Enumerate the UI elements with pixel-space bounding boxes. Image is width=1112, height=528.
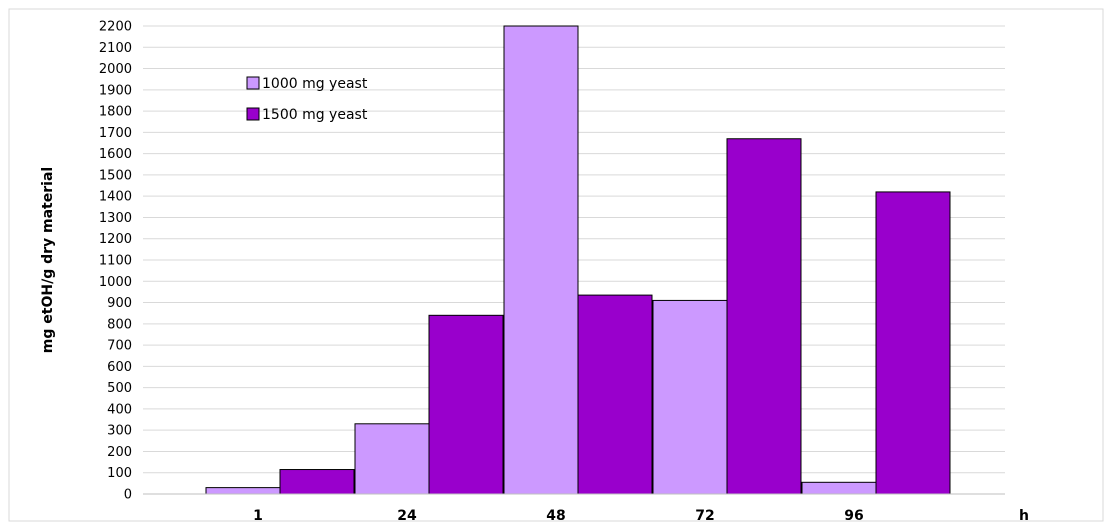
y-tick-labels: 0 100 200 300 400 500 600 700 800 900 1000 1100 1200… xyxy=(99,20,132,503)
y-tick-label: 1100 xyxy=(99,254,132,269)
y-tick-label: 0 xyxy=(124,488,132,503)
legend-swatch xyxy=(246,76,260,90)
y-tick-label: 400 xyxy=(107,402,132,417)
legend: 1000 mg yeast 1500 mg yeast xyxy=(246,76,368,123)
y-tick-label: 1300 xyxy=(99,211,132,226)
bar-series2-48 xyxy=(577,294,653,495)
x-tick-labels: 1 24 48 72 96 xyxy=(253,508,864,524)
bar-series2-1 xyxy=(279,469,355,495)
bar-series1-72 xyxy=(652,299,728,495)
y-tick-label: 1600 xyxy=(99,147,132,162)
bar-series1-96 xyxy=(801,481,877,495)
legend-label: 1500 mg yeast xyxy=(262,107,368,123)
y-tick-label: 200 xyxy=(107,445,132,460)
y-tick-label: 1500 xyxy=(99,168,132,183)
y-tick-label: 500 xyxy=(107,381,132,396)
y-tick-label: 2000 xyxy=(99,62,132,77)
bar-series2-24 xyxy=(428,314,504,495)
y-tick-label: 1800 xyxy=(99,105,132,120)
x-tick-label: 48 xyxy=(546,508,565,524)
x-tick-label: 24 xyxy=(397,508,417,524)
y-tick-label: 900 xyxy=(107,296,132,311)
bar-series2-72 xyxy=(726,138,802,495)
y-tick-label: 1000 xyxy=(99,275,132,290)
bar-series1-48 xyxy=(503,25,579,495)
y-tick-label: 100 xyxy=(107,466,132,481)
bar-series1-1 xyxy=(205,487,281,495)
legend-swatch xyxy=(246,107,260,121)
legend-label: 1000 mg yeast xyxy=(262,76,368,92)
x-tick-label: 72 xyxy=(695,508,714,524)
y-tick-label: 2100 xyxy=(99,41,132,56)
y-tick-label: 600 xyxy=(107,360,132,375)
x-tick-label: 1 xyxy=(253,508,263,524)
y-tick-label: 1700 xyxy=(99,126,132,141)
bars xyxy=(205,25,951,495)
y-tick-label: 2200 xyxy=(99,20,132,35)
y-axis-label: mg etOH/g dry material xyxy=(40,167,56,353)
x-tick-label: 96 xyxy=(844,508,863,524)
x-axis-label: h xyxy=(1019,508,1029,524)
y-tick-label: 1900 xyxy=(99,83,132,98)
y-tick-label: 800 xyxy=(107,317,132,332)
y-tick-label: 1400 xyxy=(99,190,132,205)
y-tick-label: 1200 xyxy=(99,232,132,247)
bar-series1-24 xyxy=(354,423,430,495)
y-tick-label: 300 xyxy=(107,424,132,439)
bar-series2-96 xyxy=(875,191,951,495)
y-tick-label: 700 xyxy=(107,339,132,354)
